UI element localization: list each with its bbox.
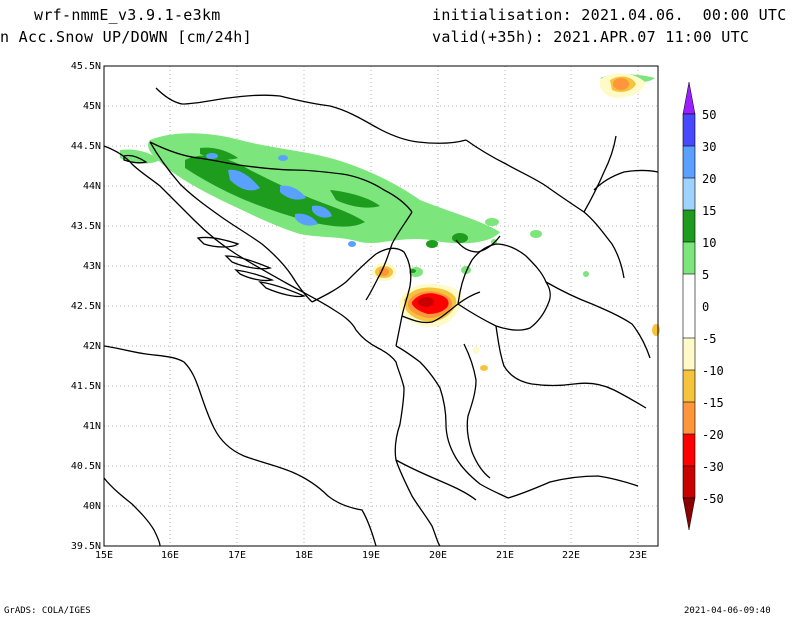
lat-tick-43.5N: 43.5N — [71, 221, 101, 232]
cb-label-10: 10 — [702, 236, 716, 250]
map-frame — [103, 65, 659, 547]
lon-tick-18E: 18E — [295, 550, 313, 561]
colorbar-seg-neg30-neg20 — [683, 434, 695, 466]
lat-tick-44N: 44N — [83, 181, 101, 192]
lon-tick-16E: 16E — [161, 550, 179, 561]
coastlines-borders — [103, 87, 659, 547]
colorbar-labels: 50 30 20 15 10 5 0 -5 -10 -15 -20 -30 -5… — [702, 108, 724, 506]
snow-accumulation-areas — [120, 74, 655, 277]
lat-tick-45N: 45N — [83, 101, 101, 112]
footer-credit: GrADS: COLA/IGES — [4, 606, 91, 616]
colorbar-seg-30 — [683, 130, 695, 146]
model-title: wrf-nmmE_v3.9.1-e3km — [34, 6, 221, 24]
variable-title: n Acc.Snow UP/DOWN [cm/24h] — [0, 28, 252, 46]
snow-melt-areas — [372, 73, 660, 371]
colorbar-seg-30-50 — [683, 114, 695, 130]
colorbar-seg-neg15-neg10 — [683, 370, 695, 402]
map-panel — [103, 65, 660, 547]
lat-ticks: 39.5N 40N 40.5N 41N 41.5N 42N 42.5N 43N … — [71, 61, 101, 552]
lon-tick-23E: 23E — [629, 550, 647, 561]
cb-label-neg5: -5 — [702, 332, 716, 346]
lat-tick-40N: 40N — [83, 501, 101, 512]
lat-tick-41N: 41N — [83, 421, 101, 432]
colorbar-seg-5-10 — [683, 242, 695, 274]
cb-label-neg15: -15 — [702, 396, 724, 410]
colorbar-seg-neg5-5 — [683, 274, 695, 338]
colorbar-seg-neg50-neg30 — [683, 466, 695, 498]
cb-label-neg20: -20 — [702, 428, 724, 442]
lat-tick-43N: 43N — [83, 261, 101, 272]
colorbar-seg-20-30 — [683, 146, 695, 178]
lon-tick-15E: 15E — [95, 550, 113, 561]
colorbar-top-arrow — [682, 81, 696, 115]
lon-tick-20E: 20E — [429, 550, 447, 561]
lat-tick-45.5N: 45.5N — [71, 61, 101, 72]
cb-label-5: 5 — [702, 268, 709, 282]
footer-timestamp: 2021-04-06-09:40 — [684, 606, 771, 616]
init-time: initialisation: 2021.04.06. 00:00 UTC — [432, 6, 787, 24]
cb-label-50: 50 — [702, 108, 716, 122]
cb-label-30: 30 — [702, 140, 716, 154]
colorbar-seg-neg20-neg15 — [683, 402, 695, 434]
lat-tick-41.5N: 41.5N — [71, 381, 101, 392]
lat-tick-40.5N: 40.5N — [71, 461, 101, 472]
lat-tick-44.5N: 44.5N — [71, 141, 101, 152]
cb-label-neg10: -10 — [702, 364, 724, 378]
valid-time: valid(+35h): 2021.APR.07 11:00 UTC — [432, 28, 750, 46]
lon-tick-21E: 21E — [496, 550, 514, 561]
lat-tick-42N: 42N — [83, 341, 101, 352]
colorbar-bottom-arrow — [682, 497, 696, 531]
colorbar: 50 30 20 15 10 5 0 -5 -10 -15 -20 -30 -5… — [682, 81, 724, 531]
colorbar-seg-neg10-neg5 — [683, 338, 695, 370]
colorbar-seg-15-20 — [683, 178, 695, 210]
colorbar-seg-10-15 — [683, 210, 695, 242]
lon-tick-17E: 17E — [228, 550, 246, 561]
cb-label-15: 15 — [702, 204, 716, 218]
lat-tick-42.5N: 42.5N — [71, 301, 101, 312]
cb-label-neg50: -50 — [702, 492, 724, 506]
lon-tick-19E: 19E — [362, 550, 380, 561]
cb-label-0: 0 — [702, 300, 709, 314]
cb-label-20: 20 — [702, 172, 716, 186]
cb-label-neg30: -30 — [702, 460, 724, 474]
lon-tick-22E: 22E — [562, 550, 580, 561]
lon-ticks: 15E 16E 17E 18E 19E 20E 21E 22E 23E — [95, 550, 647, 561]
lat-tick-39.5N: 39.5N — [71, 541, 101, 552]
